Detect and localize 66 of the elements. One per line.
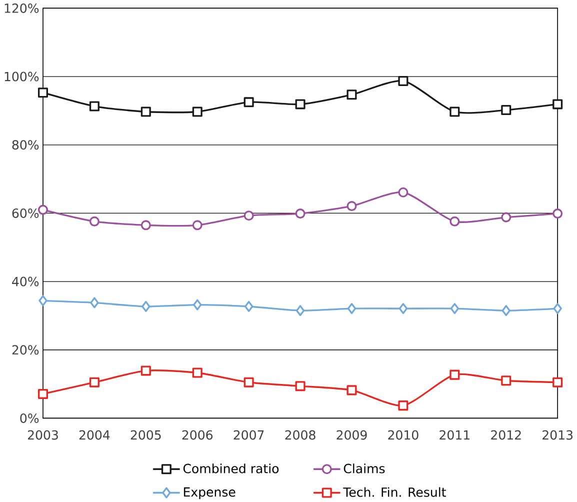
point (450, 370, 460, 380)
legend-label: Tech. Fin. Result (343, 486, 446, 497)
x-tick-label: 2013 (542, 430, 573, 440)
point (501, 104, 512, 115)
point (142, 300, 150, 312)
point (552, 377, 563, 388)
x-tick-label: 2012 (491, 430, 521, 440)
x-tick-label: 2008 (285, 430, 316, 440)
y-tick-label: 100% (4, 72, 39, 82)
point (398, 76, 408, 86)
point (296, 304, 305, 316)
y-tick-label: 120% (4, 3, 39, 13)
point (502, 304, 510, 316)
point (450, 216, 460, 226)
point (346, 89, 357, 100)
point (347, 302, 356, 314)
point (295, 380, 306, 391)
point (552, 98, 563, 109)
point (295, 208, 306, 218)
x-tick-label: 2010 (388, 430, 418, 440)
point (89, 101, 100, 112)
x-tick-label: 2005 (130, 430, 161, 440)
point (140, 220, 151, 230)
x-tick-label: 2007 (234, 430, 264, 440)
point (501, 212, 512, 222)
point (89, 377, 100, 388)
point (346, 200, 357, 211)
point (38, 87, 48, 98)
point (450, 302, 460, 314)
x-tick-label: 2011 (440, 430, 470, 440)
point (244, 300, 254, 312)
point (38, 204, 48, 215)
point (244, 210, 254, 220)
point (38, 388, 48, 399)
legend-label: Expense (184, 487, 236, 499)
legend-label: Combined ratio (183, 463, 279, 474)
point (38, 294, 48, 306)
x-tick-label: 2004 (79, 430, 110, 440)
point (192, 220, 202, 230)
point (398, 302, 408, 314)
legend-label: Claims (344, 463, 385, 474)
x-tick-label: 2003 (28, 430, 58, 440)
point (295, 98, 306, 109)
point (192, 368, 202, 378)
y-tick-label: 60% (12, 208, 39, 218)
point (244, 377, 254, 388)
point (193, 299, 202, 310)
point (89, 216, 100, 226)
point (140, 365, 151, 376)
y-tick-label: 40% (12, 276, 39, 286)
y-tick-label: 0% (20, 413, 39, 423)
point (90, 296, 99, 308)
point (552, 208, 563, 218)
point (398, 187, 408, 198)
x-tick-label: 2009 (336, 430, 367, 440)
point (501, 375, 512, 386)
point (244, 96, 254, 107)
point (346, 384, 357, 395)
point (398, 400, 408, 410)
point (553, 302, 562, 314)
point (140, 106, 151, 117)
x-tick-label: 2006 (182, 430, 213, 440)
point (450, 106, 460, 117)
point (192, 106, 202, 117)
y-tick-label: 20% (12, 344, 39, 354)
y-tick-label: 80% (12, 140, 39, 150)
